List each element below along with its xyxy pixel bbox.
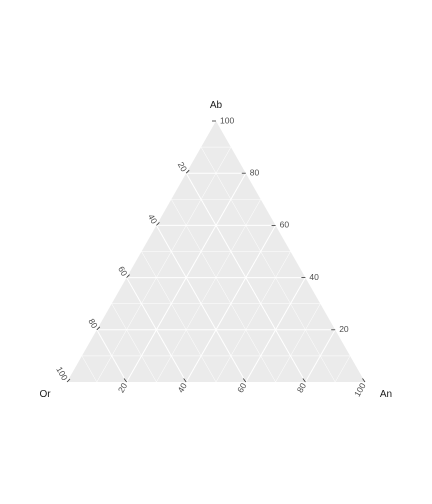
tick-label-ab: 40 — [309, 272, 319, 282]
apex-label-or: Or — [39, 389, 51, 400]
tick-label-ab: 60 — [280, 220, 290, 230]
tick-label-an: 40 — [175, 381, 189, 394]
tick-label-an: 60 — [235, 381, 249, 394]
apex-label-ab: Ab — [210, 100, 223, 111]
tick-label-or: 100 — [54, 365, 70, 383]
tick-label-an: 80 — [295, 381, 309, 394]
apex-label-an: An — [380, 389, 392, 400]
tick-label-an: 20 — [116, 381, 130, 394]
tick-label-an: 100 — [352, 381, 368, 399]
tick-label-ab: 80 — [250, 167, 260, 177]
tick-label-ab: 20 — [339, 324, 349, 334]
tick-label-ab: 100 — [220, 115, 234, 125]
